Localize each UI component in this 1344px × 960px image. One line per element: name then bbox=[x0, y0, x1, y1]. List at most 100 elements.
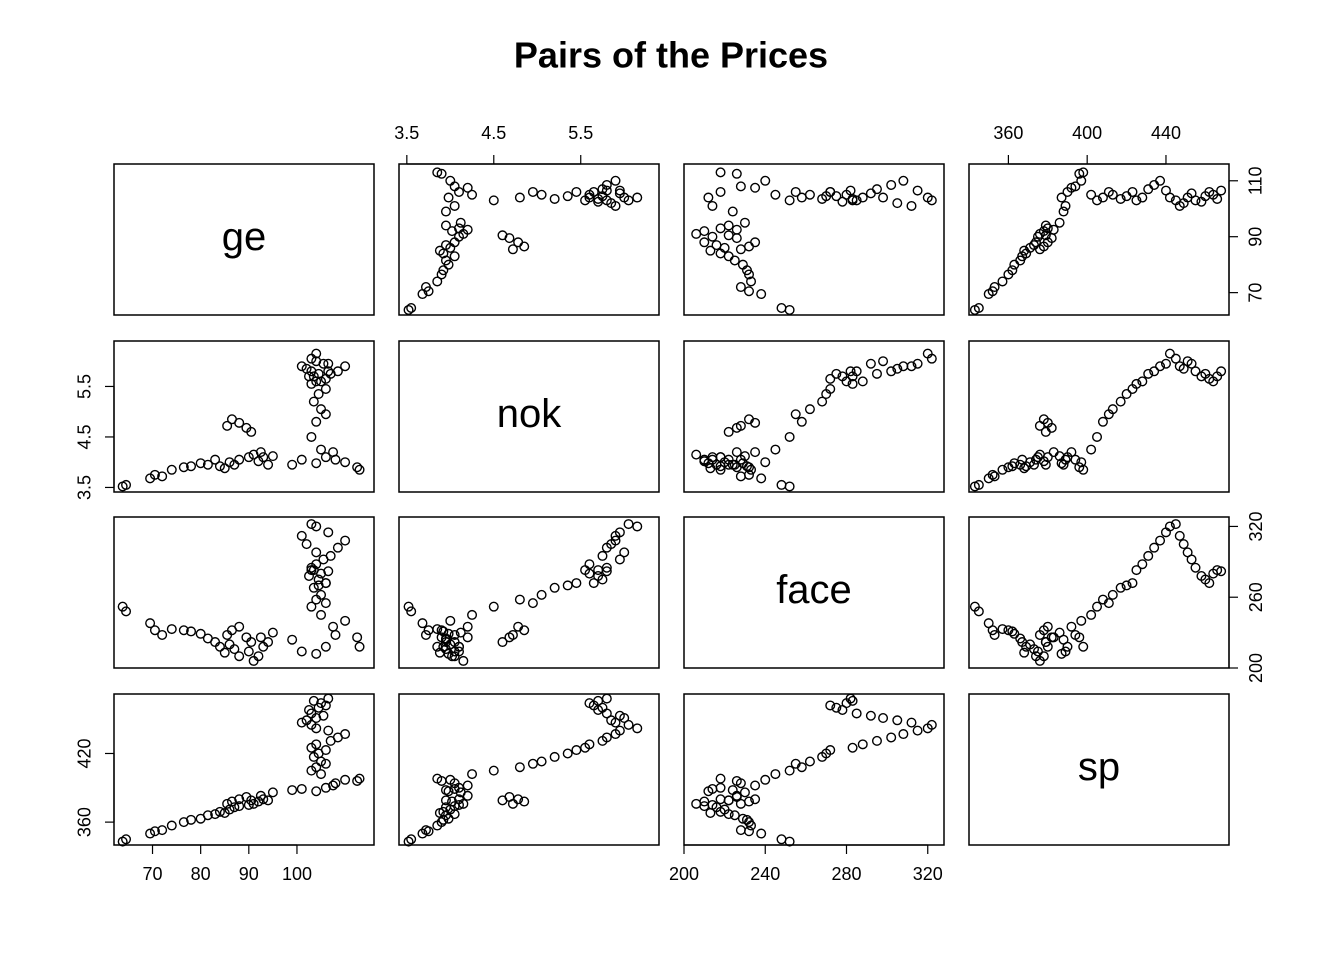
point bbox=[318, 358, 329, 369]
point bbox=[445, 175, 456, 186]
point bbox=[224, 457, 235, 468]
panel bbox=[683, 516, 945, 669]
point bbox=[323, 527, 334, 538]
point bbox=[735, 244, 746, 255]
point bbox=[776, 834, 787, 845]
point bbox=[178, 462, 189, 473]
point bbox=[462, 632, 473, 643]
point bbox=[488, 195, 499, 206]
point bbox=[234, 801, 245, 812]
point bbox=[997, 464, 1008, 475]
point bbox=[601, 708, 612, 719]
panel bbox=[398, 516, 660, 669]
point bbox=[1186, 554, 1197, 565]
point bbox=[632, 192, 643, 203]
point bbox=[601, 566, 612, 577]
point bbox=[825, 745, 836, 756]
point bbox=[878, 192, 889, 203]
point bbox=[851, 708, 862, 719]
point bbox=[306, 519, 317, 530]
point bbox=[784, 481, 795, 492]
point bbox=[1058, 206, 1069, 217]
point bbox=[1174, 530, 1185, 541]
point bbox=[1040, 220, 1051, 231]
point bbox=[741, 814, 752, 825]
point bbox=[308, 582, 319, 593]
point bbox=[320, 758, 331, 769]
point bbox=[296, 717, 307, 728]
point bbox=[311, 786, 322, 797]
point bbox=[166, 820, 177, 831]
point bbox=[316, 698, 327, 709]
point bbox=[311, 458, 322, 469]
point bbox=[514, 762, 525, 773]
point bbox=[912, 725, 923, 736]
point bbox=[1097, 416, 1108, 427]
point bbox=[145, 618, 156, 629]
point bbox=[878, 713, 889, 724]
point bbox=[1092, 195, 1103, 206]
point bbox=[1038, 651, 1049, 662]
point bbox=[584, 559, 595, 570]
point bbox=[1121, 580, 1132, 591]
point bbox=[1007, 265, 1018, 276]
point bbox=[241, 632, 252, 643]
point bbox=[729, 255, 740, 266]
point bbox=[699, 796, 710, 807]
point bbox=[593, 193, 604, 204]
point bbox=[614, 710, 625, 721]
point bbox=[1076, 457, 1087, 468]
point bbox=[1028, 459, 1039, 470]
point bbox=[831, 702, 842, 713]
x-tick-label: 200 bbox=[669, 864, 699, 884]
point bbox=[340, 774, 351, 785]
point bbox=[831, 191, 842, 202]
point bbox=[246, 637, 257, 648]
point bbox=[1212, 565, 1223, 576]
point bbox=[1155, 175, 1166, 186]
point bbox=[458, 655, 469, 666]
point bbox=[1066, 447, 1077, 458]
point bbox=[1149, 366, 1160, 377]
point bbox=[715, 223, 726, 234]
point bbox=[825, 373, 836, 384]
point bbox=[1149, 542, 1160, 553]
point bbox=[1070, 454, 1081, 465]
point bbox=[790, 409, 801, 420]
panel bbox=[683, 340, 945, 493]
point bbox=[632, 521, 643, 532]
point bbox=[316, 404, 327, 415]
point bbox=[248, 655, 259, 666]
x-tick-label: 400 bbox=[1072, 123, 1102, 143]
point bbox=[997, 624, 1008, 635]
point bbox=[354, 641, 365, 652]
point bbox=[790, 186, 801, 197]
point bbox=[760, 457, 771, 468]
point bbox=[330, 629, 341, 640]
point bbox=[296, 454, 307, 465]
point bbox=[601, 185, 612, 196]
point bbox=[514, 192, 525, 203]
point bbox=[1086, 609, 1097, 620]
point bbox=[750, 417, 761, 428]
point bbox=[1155, 535, 1166, 546]
point bbox=[497, 795, 508, 806]
point bbox=[420, 282, 431, 293]
point bbox=[445, 615, 456, 626]
point bbox=[723, 426, 734, 437]
point bbox=[784, 195, 795, 206]
point bbox=[332, 542, 343, 553]
point bbox=[1115, 193, 1126, 204]
point bbox=[715, 452, 726, 463]
point bbox=[804, 189, 815, 200]
point bbox=[447, 796, 458, 807]
point bbox=[455, 627, 466, 638]
point bbox=[906, 361, 917, 372]
point bbox=[488, 765, 499, 776]
point bbox=[857, 376, 868, 387]
point bbox=[601, 693, 612, 704]
point bbox=[871, 184, 882, 195]
point bbox=[1062, 641, 1073, 652]
point bbox=[691, 449, 702, 460]
point bbox=[296, 646, 307, 657]
